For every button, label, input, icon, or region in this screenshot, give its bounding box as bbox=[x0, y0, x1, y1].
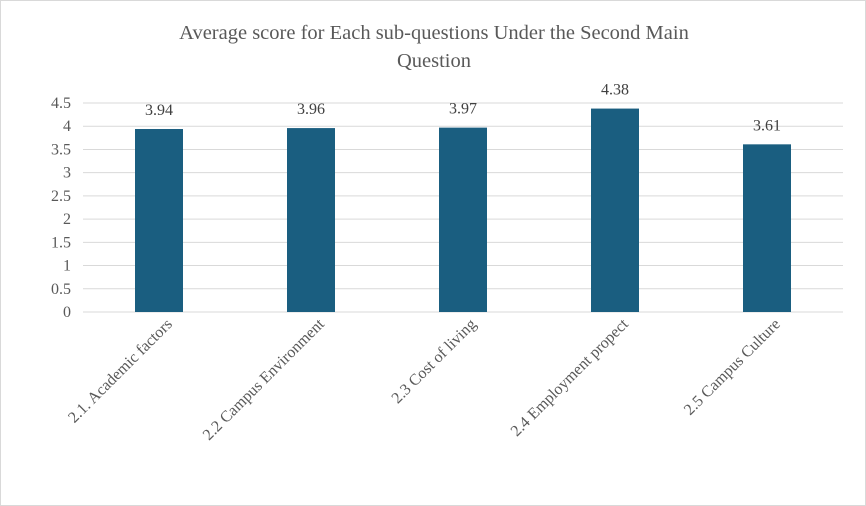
data-label: 3.94 bbox=[145, 102, 173, 119]
y-tick-label: 1 bbox=[63, 258, 71, 275]
x-axis-category-labels: 2.1. Academic factors 2.2 Campus Environm… bbox=[65, 315, 784, 443]
y-tick-label: 3 bbox=[63, 165, 71, 182]
bar bbox=[439, 127, 487, 312]
chart-title-line-1: Average score for Each sub-questions Und… bbox=[179, 22, 689, 44]
chart-title: Average score for Each sub-questions Und… bbox=[179, 22, 689, 72]
bar bbox=[591, 108, 639, 312]
category-label: 2.3 Cost of living bbox=[389, 316, 480, 407]
data-label: 3.96 bbox=[297, 101, 325, 118]
data-label: 3.61 bbox=[753, 117, 781, 134]
y-tick-label: 4.5 bbox=[51, 95, 71, 112]
category-label: 2.1. Academic factors bbox=[65, 316, 176, 427]
bars bbox=[135, 108, 791, 312]
y-tick-label: 1.5 bbox=[51, 234, 71, 251]
bar bbox=[287, 128, 335, 312]
category-label: 2.5 Campus Culture bbox=[681, 316, 784, 419]
data-labels: 3.94 3.96 3.97 4.38 3.61 bbox=[145, 82, 781, 135]
chart-title-line-2: Question bbox=[397, 50, 471, 72]
category-label: 2.2 Campus Environment bbox=[200, 315, 328, 443]
y-tick-label: 2.5 bbox=[51, 188, 71, 205]
y-axis-tick-labels: 0 0.5 1 1.5 2 2.5 3 3.5 4 4.5 bbox=[51, 95, 71, 321]
y-tick-label: 2 bbox=[63, 211, 71, 228]
data-label: 3.97 bbox=[449, 101, 477, 118]
y-tick-label: 0 bbox=[63, 304, 71, 321]
data-label: 4.38 bbox=[601, 82, 629, 99]
category-label: 2.4 Employment propect bbox=[508, 315, 633, 440]
y-tick-label: 0.5 bbox=[51, 281, 71, 298]
y-tick-label: 3.5 bbox=[51, 141, 71, 158]
y-tick-label: 4 bbox=[63, 118, 71, 135]
bar bbox=[743, 144, 791, 312]
bar bbox=[135, 129, 183, 312]
